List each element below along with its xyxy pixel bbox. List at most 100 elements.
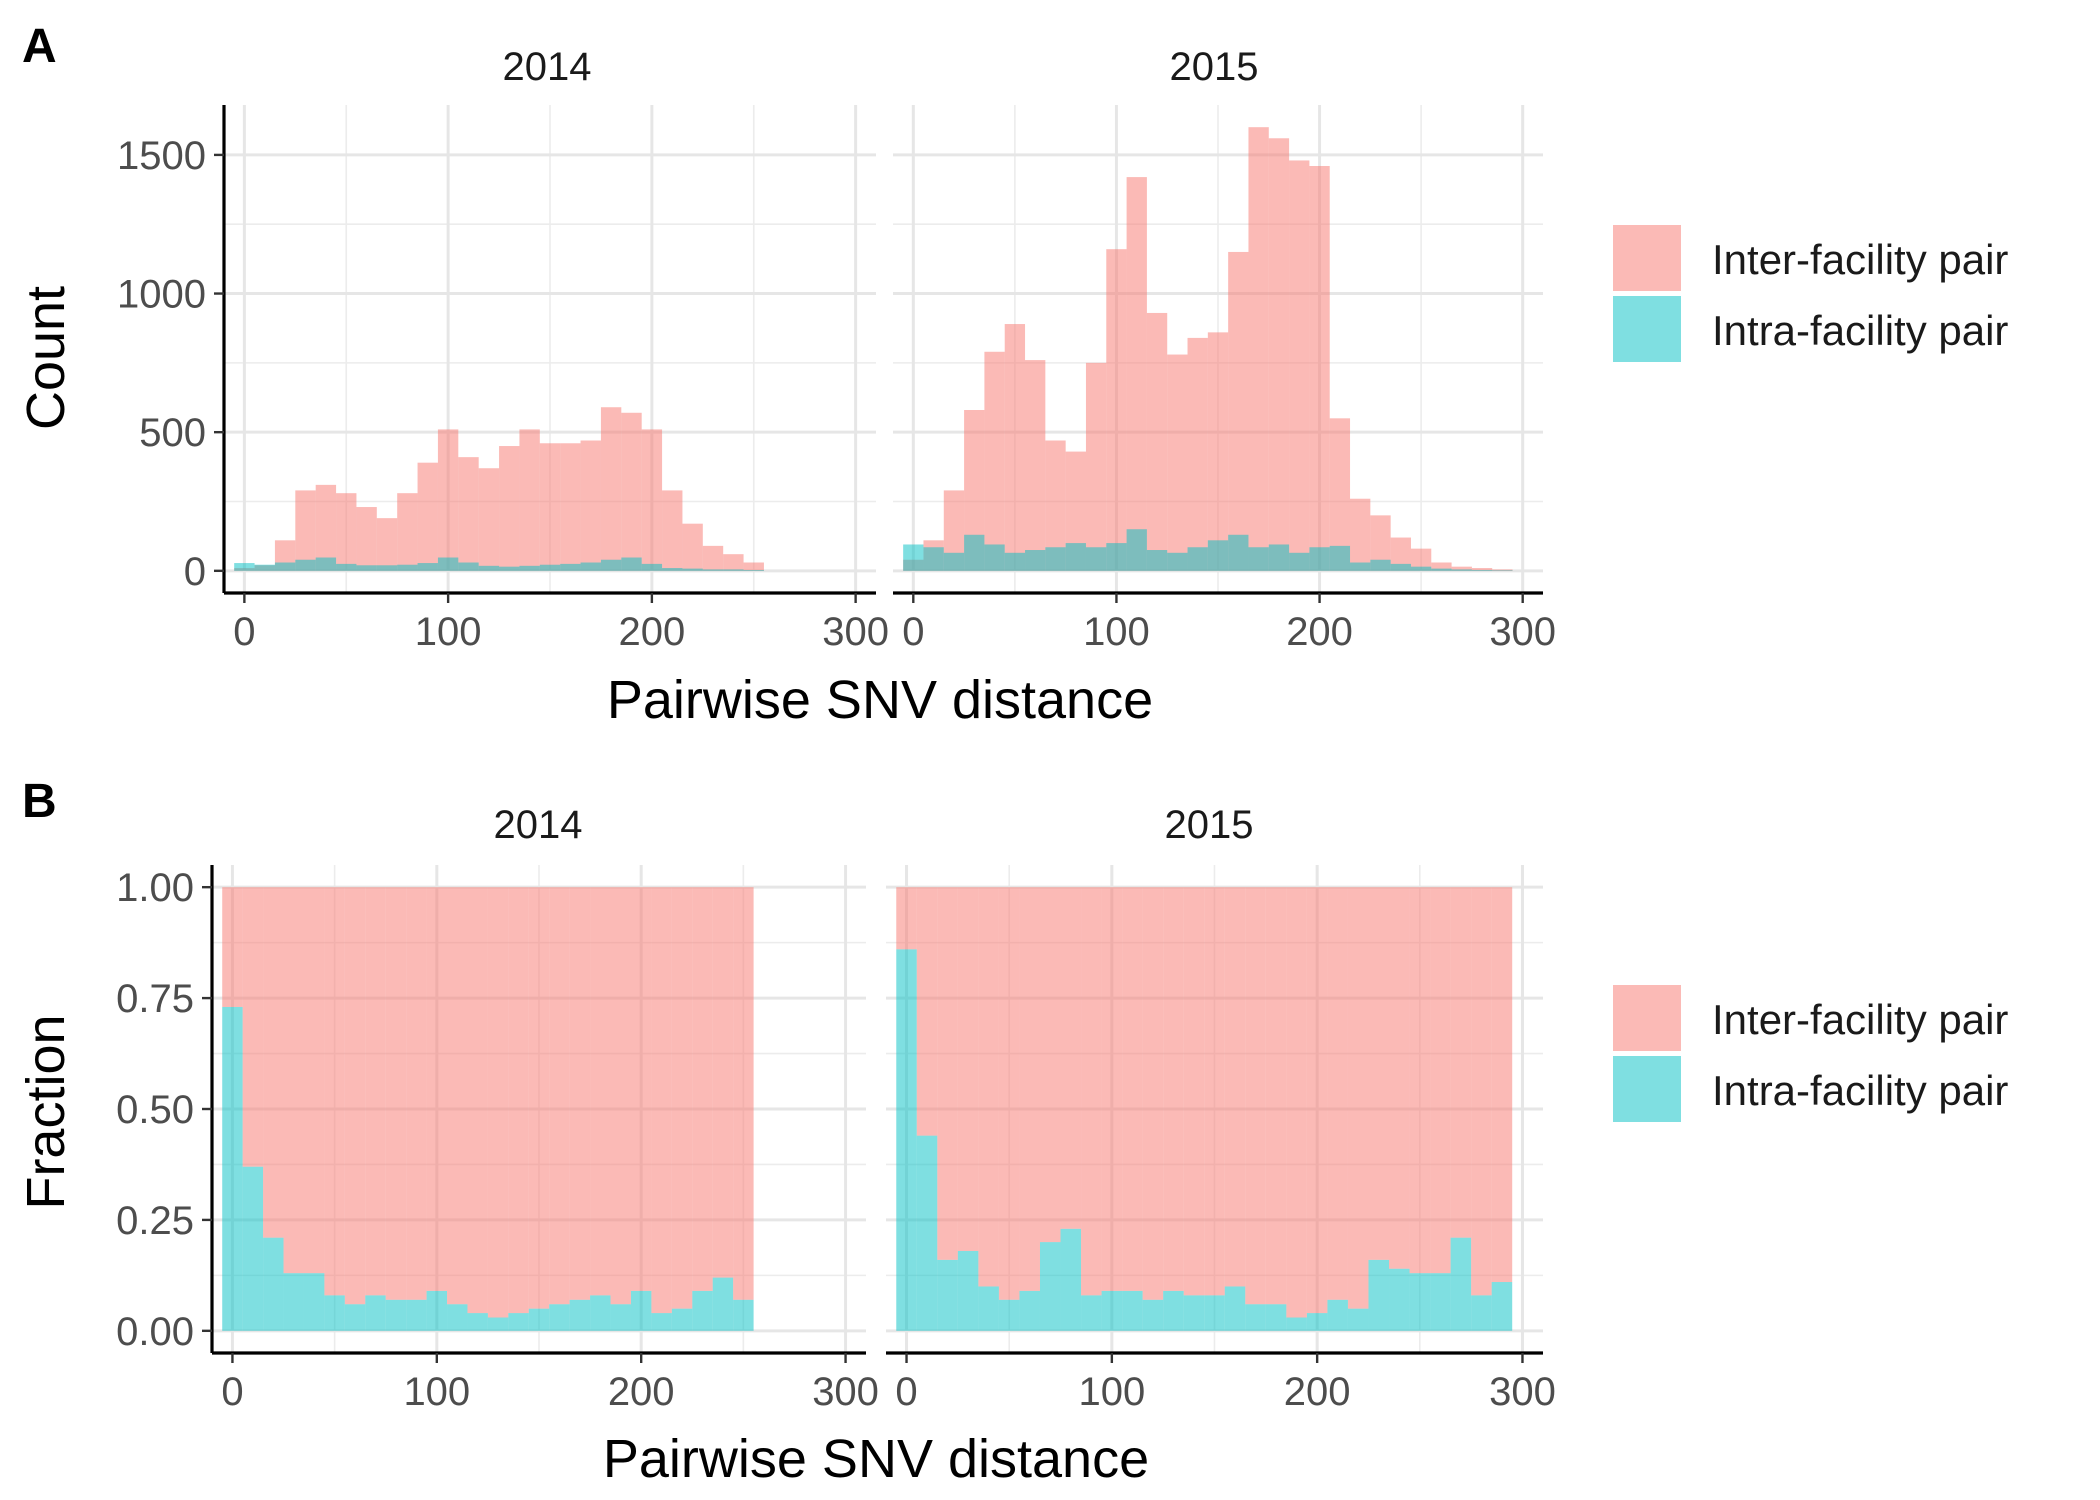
bar-intra-b-2014-bin-190 xyxy=(610,1304,631,1331)
x-tick-label: 0 xyxy=(233,610,255,654)
bar-intra-b-2015-bin-260 xyxy=(1430,1273,1451,1331)
bar-inter-b-2015-bin-0 xyxy=(896,887,917,950)
legend-a: Inter-facility pair Intra-facility pair xyxy=(1613,225,2008,362)
bar-intra-a-2015-bin-90 xyxy=(1085,547,1107,571)
bar-intra-a-2015-bin-250 xyxy=(1410,566,1432,571)
bar-intra-b-2014-bin-240 xyxy=(712,1277,734,1331)
bar-intra-b-2015-bin-90 xyxy=(1081,1295,1102,1331)
bar-intra-b-2014-bin-30 xyxy=(283,1273,304,1331)
bar-intra-a-2014-bin-80 xyxy=(397,564,418,571)
bar-intra-a-2015-bin-80 xyxy=(1065,543,1086,571)
bar-intra-a-2014-bin-130 xyxy=(499,566,520,571)
bar-intra-b-2015-bin-110 xyxy=(1122,1290,1143,1331)
bar-inter-b-2015-bin-180 xyxy=(1265,887,1287,1305)
bar-intra-b-2015-bin-250 xyxy=(1409,1273,1431,1331)
bar-inter-b-2014-bin-140 xyxy=(508,887,529,1314)
bar-inter-b-2014-bin-80 xyxy=(385,887,407,1300)
bar-intra-a-2014-bin-150 xyxy=(539,564,561,571)
bar-intra-b-2014-bin-250 xyxy=(733,1299,754,1331)
bar-inter-a-2015-bin-80 xyxy=(1065,451,1086,571)
bar-inter-a-2014-bin-100 xyxy=(437,429,459,571)
bar-inter-a-2015-bin-20 xyxy=(943,490,965,571)
legend-label-intra-b: Intra-facility pair xyxy=(1712,1067,2008,1114)
x-tick-label: 300 xyxy=(1489,1370,1556,1414)
bar-inter-a-2014-bin-160 xyxy=(560,443,581,571)
facet-title-b-2015: 2015 xyxy=(1165,803,1254,847)
bar-inter-b-2015-bin-240 xyxy=(1389,887,1410,1269)
bar-inter-a-2015-bin-240 xyxy=(1390,537,1411,571)
bar-inter-a-2015-bin-280 xyxy=(1471,568,1493,571)
bar-inter-b-2014-bin-30 xyxy=(283,887,304,1274)
bar-intra-a-2014-bin-30 xyxy=(295,559,316,571)
bar-intra-b-2014-bin-170 xyxy=(569,1299,591,1331)
bar-intra-b-2015-bin-50 xyxy=(998,1299,1020,1331)
legend-swatch-inter-a xyxy=(1613,225,1681,291)
bar-inter-b-2014-bin-200 xyxy=(630,887,652,1291)
y-tick-label: 0 xyxy=(184,550,206,594)
bar-intra-b-2015-bin-120 xyxy=(1142,1299,1164,1331)
y-axis-title-b: Fraction xyxy=(16,1014,76,1209)
bar-inter-b-2015-bin-270 xyxy=(1450,887,1472,1238)
bar-inter-a-2014-bin-40 xyxy=(315,484,337,571)
bar-inter-a-2015-bin-250 xyxy=(1410,548,1432,571)
bar-intra-b-2014-bin-230 xyxy=(692,1290,713,1331)
x-tick-label: 0 xyxy=(902,610,924,654)
bar-inter-a-2014-bin-150 xyxy=(539,443,561,571)
x-tick-label: 300 xyxy=(822,610,889,654)
bar-inter-a-2014-bin-120 xyxy=(478,468,500,571)
bar-intra-a-2015-bin-210 xyxy=(1329,545,1351,571)
bar-inter-a-2015-bin-190 xyxy=(1289,160,1310,571)
bar-intra-a-2014-bin-250 xyxy=(743,569,764,571)
bar-intra-b-2014-bin-200 xyxy=(630,1290,652,1331)
bar-intra-a-2015-bin-10 xyxy=(923,547,944,571)
bar-intra-a-2014-bin-240 xyxy=(723,569,744,571)
panel-a: A 2014 2015 0 500 1000 1500 0 100 200 300 0 100 2… xyxy=(16,20,2008,730)
bar-intra-a-2014-bin-40 xyxy=(315,557,337,571)
bar-intra-a-2014-bin-160 xyxy=(560,563,581,571)
bar-inter-a-2014-bin-180 xyxy=(600,407,622,571)
bar-intra-b-2015-bin-70 xyxy=(1039,1242,1061,1331)
bar-inter-a-2015-bin-90 xyxy=(1085,362,1107,571)
bar-intra-a-2014-bin-60 xyxy=(356,565,377,571)
bar-inter-b-2015-bin-120 xyxy=(1142,887,1164,1300)
bar-intra-a-2015-bin-280 xyxy=(1471,569,1493,571)
bar-intra-b-2015-bin-130 xyxy=(1163,1290,1184,1331)
bar-intra-a-2014-bin-220 xyxy=(682,568,703,571)
bar-inter-a-2014-bin-50 xyxy=(336,493,357,571)
bar-inter-b-2014-bin-170 xyxy=(569,887,591,1300)
bar-intra-a-2015-bin-270 xyxy=(1451,569,1472,571)
bar-inter-b-2015-bin-150 xyxy=(1204,887,1225,1296)
bar-inter-b-2014-bin-190 xyxy=(610,887,631,1305)
bar-intra-b-2015-bin-30 xyxy=(957,1250,979,1331)
bar-inter-b-2014-bin-150 xyxy=(528,887,550,1309)
bar-intra-b-2015-bin-200 xyxy=(1306,1313,1328,1331)
bar-inter-a-2015-bin-120 xyxy=(1146,312,1168,571)
y-tick-label: 0.50 xyxy=(116,1088,194,1132)
bar-intra-b-2014-bin-120 xyxy=(467,1313,488,1331)
bar-inter-a-2015-bin-200 xyxy=(1309,166,1330,571)
bar-intra-b-2014-bin-150 xyxy=(528,1308,550,1331)
bar-inter-b-2015-bin-40 xyxy=(978,887,999,1287)
bar-inter-a-2015-bin-180 xyxy=(1268,138,1290,571)
bar-inter-b-2015-bin-160 xyxy=(1224,887,1246,1287)
bar-intra-b-2014-bin-110 xyxy=(447,1304,468,1331)
bar-inter-a-2014-bin-240 xyxy=(723,554,744,571)
bar-inter-b-2014-bin-20 xyxy=(263,887,284,1238)
bar-inter-a-2014-bin-30 xyxy=(295,490,316,571)
bar-inter-b-2015-bin-230 xyxy=(1368,887,1390,1260)
panel-b: B 2014 2015 0.00 0.25 0.50 0.75 1.00 0 100 200 3… xyxy=(16,775,2008,1489)
bar-intra-b-2015-bin-10 xyxy=(916,1135,938,1331)
bar-intra-b-2014-bin-60 xyxy=(344,1304,366,1331)
legend-label-intra-a: Intra-facility pair xyxy=(1712,307,2008,354)
bar-inter-b-2014-bin-40 xyxy=(303,887,325,1274)
x-tick-label: 200 xyxy=(1284,1370,1351,1414)
bar-inter-a-2015-bin-50 xyxy=(1004,324,1026,571)
bar-inter-a-2015-bin-210 xyxy=(1329,418,1351,571)
bar-intra-a-2015-bin-290 xyxy=(1492,570,1513,571)
legend-swatch-intra-a xyxy=(1613,296,1681,362)
bar-inter-b-2015-bin-210 xyxy=(1327,887,1348,1300)
bar-intra-a-2015-bin-230 xyxy=(1370,559,1391,571)
bar-intra-b-2015-bin-170 xyxy=(1245,1304,1266,1331)
bar-intra-b-2015-bin-80 xyxy=(1060,1228,1082,1331)
bar-intra-a-2015-bin-160 xyxy=(1228,534,1249,571)
